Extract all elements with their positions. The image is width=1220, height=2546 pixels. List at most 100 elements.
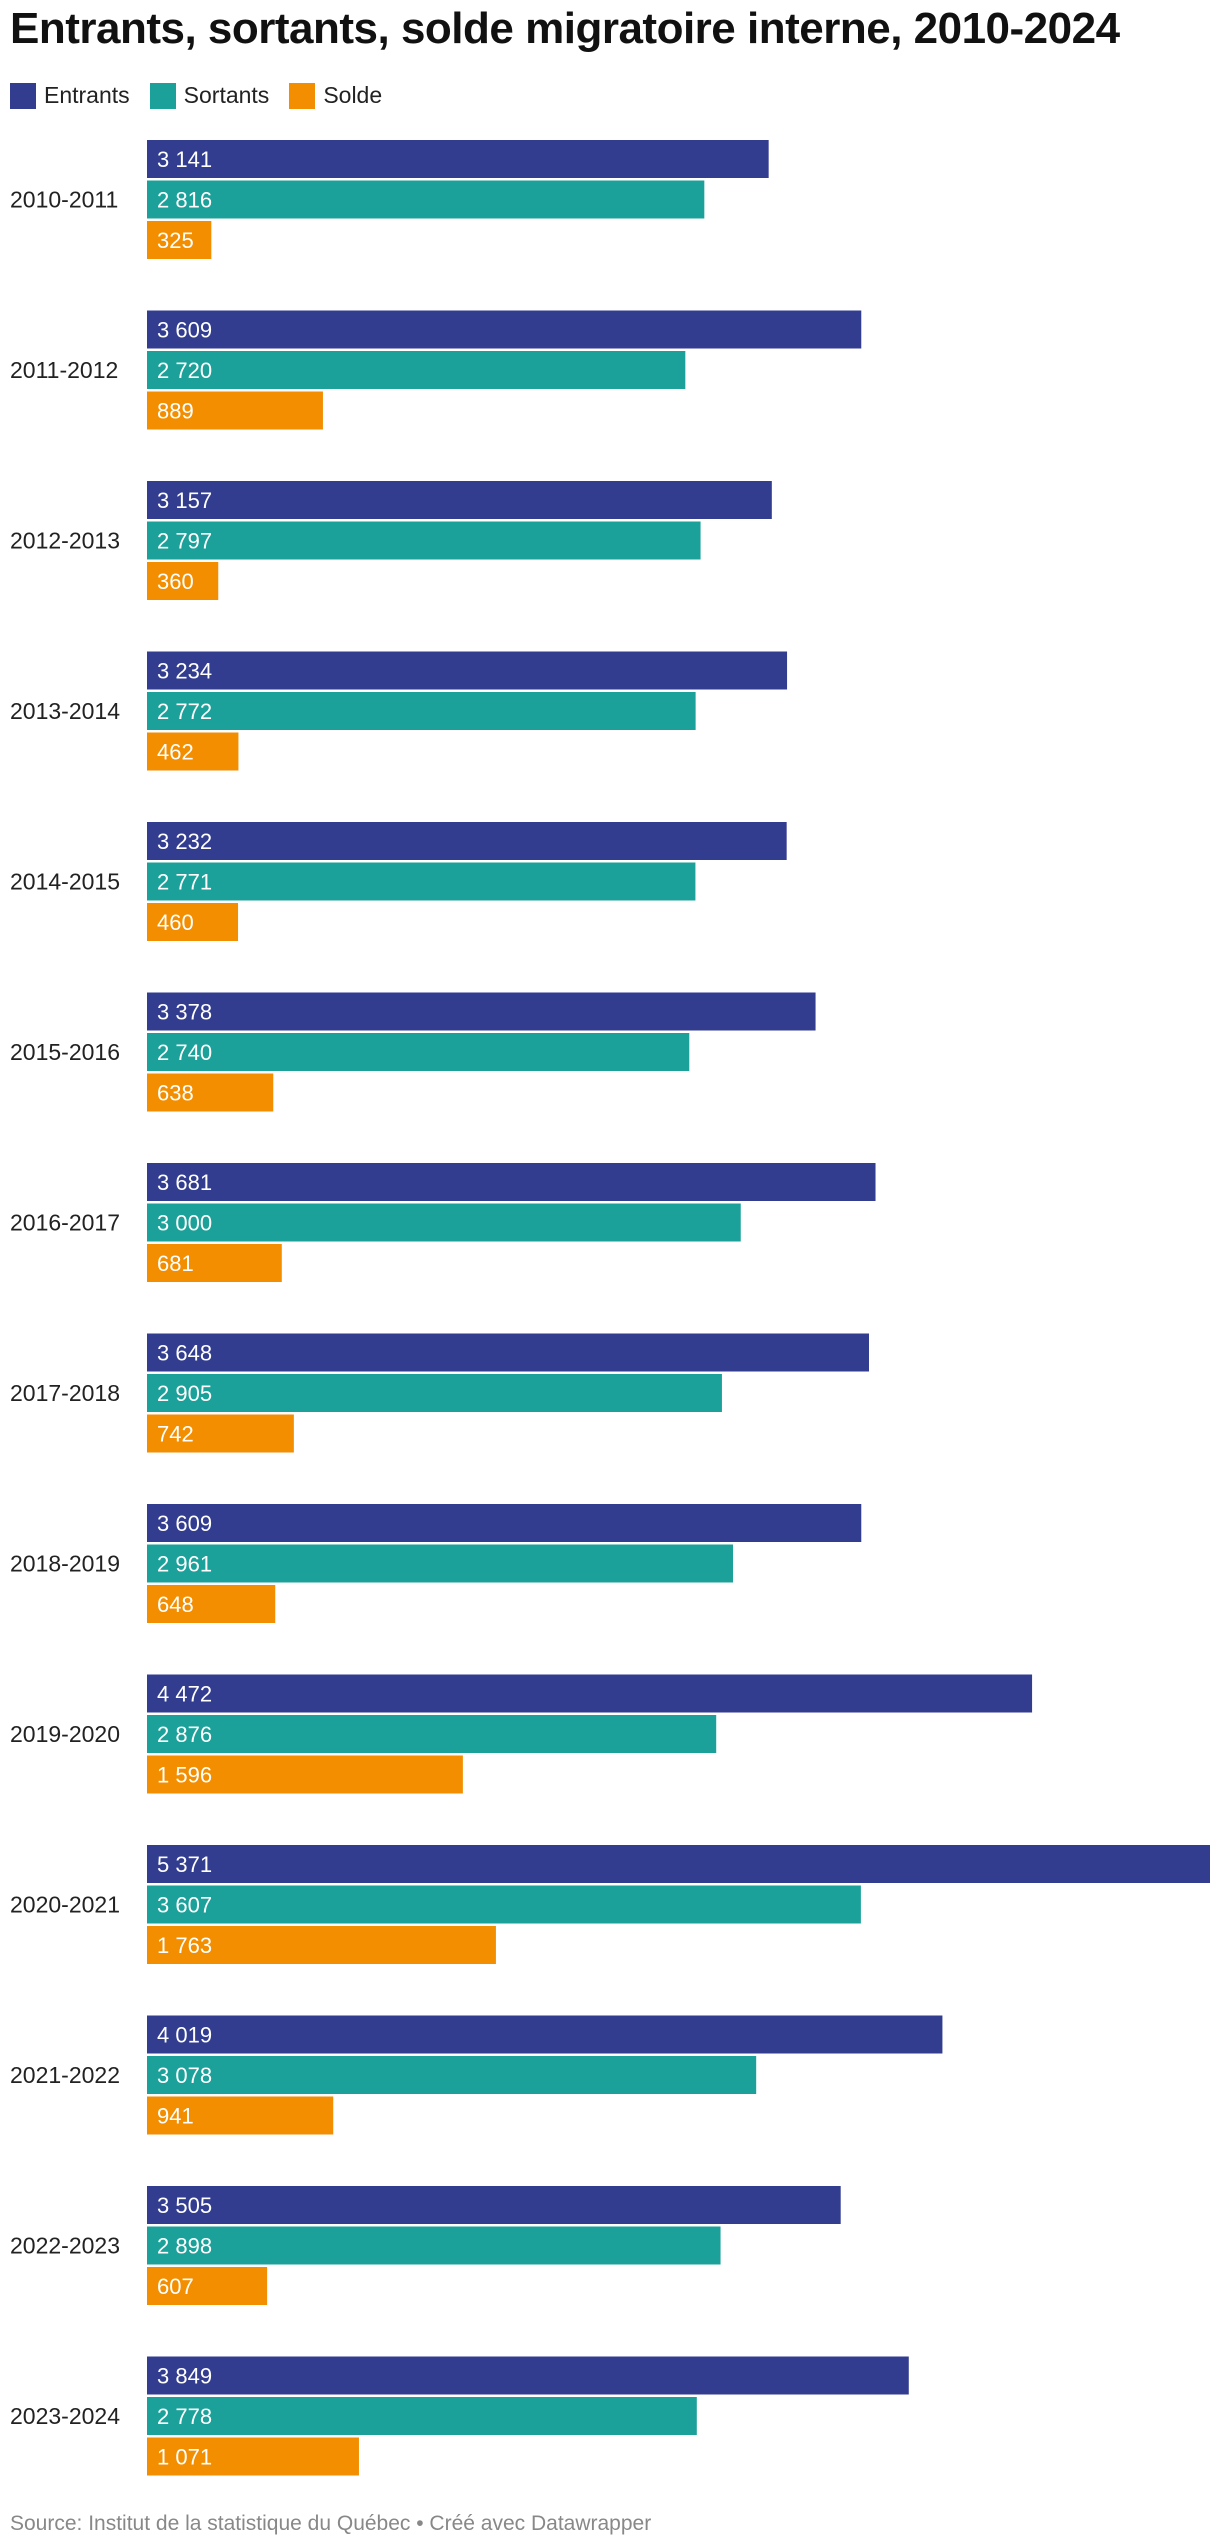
bar-solde [147, 903, 239, 941]
bar-entrants [147, 2356, 909, 2395]
data-label-sortants: 2 720 [157, 358, 212, 383]
category-label: 2018-2019 [10, 1551, 120, 1577]
bar-sortants [147, 1885, 861, 1924]
data-label-solde: 1 763 [157, 1933, 212, 1958]
data-label-sortants: 2 797 [157, 529, 212, 554]
bar-sortants [147, 180, 705, 219]
data-label-solde: 360 [157, 569, 194, 594]
bar-group-2017-2018: 2017-2018 3 648 2 905 742 [10, 1333, 869, 1453]
data-label-entrants: 3 234 [157, 659, 212, 684]
legend-item-entrants: Entrants [10, 82, 130, 109]
category-label: 2021-2022 [10, 2062, 120, 2088]
bar-solde [147, 1585, 276, 1623]
bar-entrants [147, 2186, 841, 2224]
bar-sortants [147, 2397, 697, 2435]
bar-entrants [147, 1333, 869, 1372]
bar-group-2011-2012: 2011-2012 3 609 2 720 889 [10, 310, 862, 430]
bar-sortants [147, 1033, 690, 1071]
bar-group-2010-2011: 2010-2011 3 141 2 816 325 [10, 140, 769, 259]
category-label: 2017-2018 [10, 1380, 120, 1406]
data-label-solde: 460 [157, 910, 194, 935]
bar-entrants [147, 1674, 1033, 1713]
bar-entrants [147, 1163, 876, 1201]
data-label-solde: 462 [157, 740, 194, 765]
bar-solde [147, 562, 219, 600]
data-label-solde: 607 [157, 2274, 194, 2299]
bar-group-2018-2019: 2018-2019 3 609 2 961 648 [10, 1504, 862, 1623]
bar-sortants [147, 521, 701, 560]
data-label-entrants: 5 371 [157, 1852, 212, 1877]
bar-entrants [147, 822, 787, 860]
bar-sortants [147, 2056, 757, 2094]
data-label-sortants: 2 898 [157, 2234, 212, 2259]
legend-item-sortants: Sortants [149, 82, 269, 109]
bar-sortants [147, 1544, 734, 1583]
bar-sortants [147, 351, 686, 389]
data-label-sortants: 3 078 [157, 2063, 212, 2088]
data-label-sortants: 2 876 [157, 1722, 212, 1747]
bar-group-2020-2021: 2020-2021 5 371 3 607 1 763 [10, 1845, 1210, 1964]
legend-item-solde: Solde [289, 82, 382, 109]
category-label: 2019-2020 [10, 1721, 120, 1747]
data-label-solde: 1 071 [157, 2445, 212, 2470]
data-label-solde: 742 [157, 1422, 194, 1447]
bar-solde [147, 1755, 463, 1794]
chart-title: Entrants, sortants, solde migratoire int… [10, 4, 1120, 53]
bar-group-2016-2017: 2016-2017 3 681 3 000 681 [10, 1163, 876, 1282]
data-label-sortants: 2 778 [157, 2404, 212, 2429]
legend-label-solde: Solde [323, 82, 383, 108]
bar-solde [147, 1073, 274, 1112]
data-label-solde: 638 [157, 1081, 194, 1106]
bar-solde [147, 2437, 359, 2476]
legend-swatch-entrants [10, 82, 36, 109]
data-label-sortants: 2 816 [157, 188, 212, 213]
category-label: 2013-2014 [10, 698, 120, 724]
category-label: 2016-2017 [10, 1210, 120, 1236]
bar-solde [147, 1244, 282, 1282]
bar-entrants [147, 1504, 862, 1542]
category-label: 2022-2023 [10, 2233, 120, 2259]
bar-chart: 2010-2011 3 141 2 816 325 2011-2012 3 609 2 72… [10, 140, 1210, 2476]
data-label-solde: 941 [157, 2104, 194, 2129]
data-label-entrants: 3 232 [157, 829, 212, 854]
bar-entrants [147, 310, 862, 349]
legend-swatch-sortants [149, 82, 176, 109]
data-label-solde: 325 [157, 228, 194, 253]
data-label-entrants: 3 378 [157, 1000, 212, 1025]
bar-solde [147, 221, 212, 259]
category-label: 2010-2011 [10, 187, 118, 213]
legend-label-entrants: Entrants [44, 82, 130, 108]
source-note: Source: Institut de la statistique du Qu… [10, 2512, 652, 2535]
category-label: 2011-2012 [10, 357, 118, 383]
bar-sortants [147, 1715, 717, 1753]
bar-solde [147, 391, 323, 430]
bar-entrants [147, 481, 772, 519]
bar-solde [147, 732, 239, 771]
data-label-sortants: 2 772 [157, 699, 212, 724]
bar-group-2013-2014: 2013-2014 3 234 2 772 462 [10, 651, 788, 771]
bar-sortants [147, 1374, 722, 1412]
data-label-entrants: 3 849 [157, 2364, 212, 2389]
bar-group-2012-2013: 2012-2013 3 157 2 797 360 [10, 481, 772, 600]
data-label-entrants: 4 019 [157, 2023, 212, 2048]
data-label-sortants: 2 771 [157, 870, 212, 895]
bar-group-2019-2020: 2019-2020 4 472 2 876 1 596 [10, 1674, 1033, 1794]
category-label: 2014-2015 [10, 869, 120, 895]
bar-sortants [147, 692, 696, 730]
bar-sortants [147, 1203, 741, 1242]
bar-solde [147, 1414, 294, 1453]
bar-sortants [147, 862, 696, 901]
data-label-sortants: 2 961 [157, 1552, 212, 1577]
category-label: 2023-2024 [10, 2403, 120, 2429]
data-label-sortants: 2 905 [157, 1381, 212, 1406]
bar-entrants [147, 651, 788, 690]
bar-group-2014-2015: 2014-2015 3 232 2 771 460 [10, 822, 787, 941]
category-label: 2020-2021 [10, 1892, 120, 1918]
data-label-entrants: 3 609 [157, 318, 212, 343]
bar-solde [147, 2267, 268, 2305]
category-label: 2012-2013 [10, 528, 120, 554]
bar-entrants [147, 1845, 1210, 1883]
bar-group-2021-2022: 2021-2022 4 019 3 078 941 [10, 2015, 943, 2135]
data-label-solde: 681 [157, 1251, 194, 1276]
data-label-entrants: 3 505 [157, 2193, 212, 2218]
